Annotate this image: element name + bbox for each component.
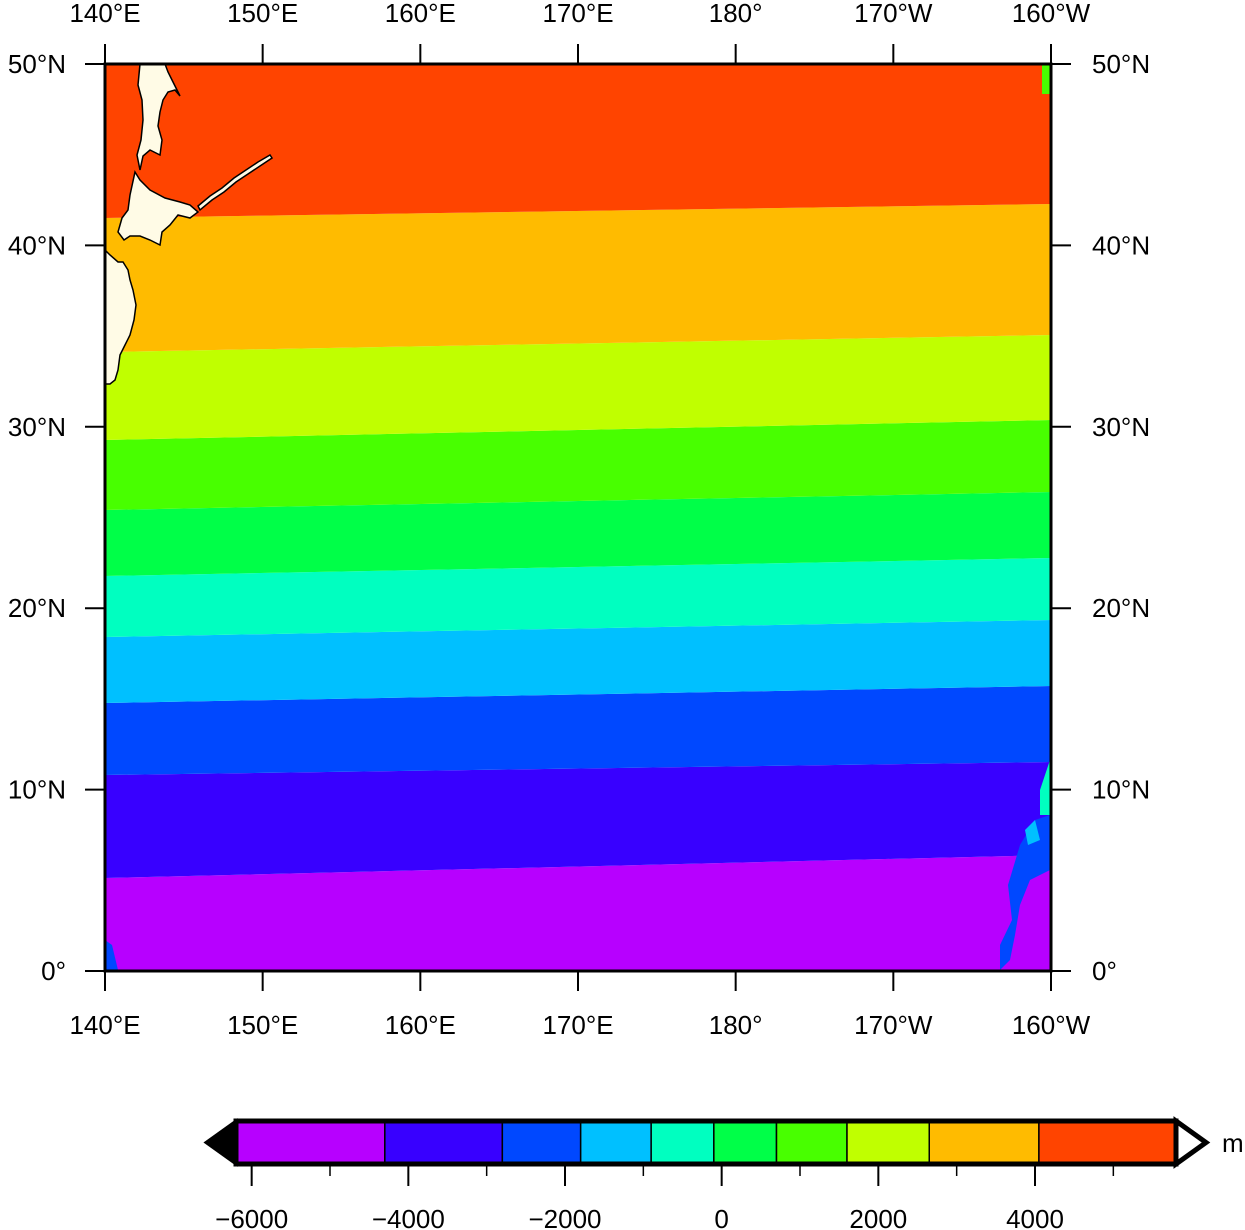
colorbar-swatch xyxy=(713,1120,778,1165)
sakhalin-island xyxy=(136,63,181,171)
colorbar-swatch xyxy=(1038,1120,1177,1165)
colorbar-swatch xyxy=(846,1120,930,1165)
contour-band xyxy=(105,335,1051,440)
map-axes: 140°E 140°E 150°E 150°E 160°E 160°E 170°E 170°E… xyxy=(8,0,1150,1040)
lon-label-top: 170°W xyxy=(854,0,933,28)
east-edge-ridge-crest xyxy=(1040,760,1050,815)
lat-label-right: 50°N xyxy=(1092,49,1150,79)
contour-band xyxy=(105,762,1051,878)
lon-label-bottom: 140°E xyxy=(69,1010,140,1040)
colorbar-unit-label: m xyxy=(1222,1128,1244,1158)
colorbar-tick-label: −4000 xyxy=(372,1204,445,1230)
contour-band xyxy=(105,686,1051,775)
northeast-corner-patch xyxy=(1042,64,1051,94)
lon-label-bottom: 170°E xyxy=(542,1010,613,1040)
kuril-islands xyxy=(197,153,274,212)
colorbar-frame xyxy=(233,1118,1179,1167)
colorbar-tick-label: 4000 xyxy=(1006,1204,1064,1230)
colorbar-swatch xyxy=(501,1120,582,1165)
east-edge-features xyxy=(105,64,1051,970)
contour-band xyxy=(105,855,1051,971)
lat-label-left: 20°N xyxy=(8,593,66,623)
lon-label-top: 150°E xyxy=(227,0,298,28)
colorbar-under-triangle xyxy=(203,1118,238,1167)
colorbar-tick-label: −6000 xyxy=(215,1204,288,1230)
lat-label-right: 40°N xyxy=(1092,230,1150,260)
lon-label-top: 140°E xyxy=(69,0,140,28)
lon-label-top: 180° xyxy=(709,0,763,28)
contour-band xyxy=(105,492,1051,576)
east-edge-ridge xyxy=(1000,815,1050,970)
east-edge-seamount xyxy=(1025,820,1040,845)
lat-label-left: 10°N xyxy=(8,775,66,805)
lat-label-right: 0° xyxy=(1092,956,1117,986)
land xyxy=(104,63,274,385)
colorbar-swatch xyxy=(579,1120,652,1165)
colorbar-swatch xyxy=(775,1120,848,1165)
colorbar-swatch xyxy=(235,1120,386,1165)
hokkaido-island xyxy=(117,170,200,247)
lon-label-bottom: 160°E xyxy=(385,1010,456,1040)
colorbar-tick-label: −2000 xyxy=(528,1204,601,1230)
southwest-corner-patch xyxy=(105,940,118,970)
colorbar-tick-label: 2000 xyxy=(849,1204,907,1230)
contour-bands xyxy=(105,64,1051,971)
colorbar-swatch xyxy=(384,1120,504,1165)
colorbar-tick-label: 0 xyxy=(714,1204,728,1230)
colorbar-swatch xyxy=(928,1120,1040,1165)
contour-band xyxy=(105,620,1051,703)
lat-label-right: 10°N xyxy=(1092,775,1150,805)
lon-label-bottom: 150°E xyxy=(227,1010,298,1040)
lat-label-left: 30°N xyxy=(8,412,66,442)
contour-band xyxy=(105,420,1051,510)
lat-label-left: 0° xyxy=(41,956,66,986)
contour-band xyxy=(105,204,1051,352)
contour-band xyxy=(105,64,1051,218)
lon-label-bottom: 160°W xyxy=(1012,1010,1091,1040)
lat-label-right: 20°N xyxy=(1092,593,1150,623)
colorbar: −6000 −4000 −2000 0 2000 4000 xyxy=(203,1116,1211,1230)
lat-label-right: 30°N xyxy=(1092,412,1150,442)
colorbar-swatch xyxy=(650,1120,715,1165)
lon-label-top: 160°E xyxy=(385,0,456,28)
contour-band xyxy=(105,558,1051,637)
lat-label-left: 40°N xyxy=(8,230,66,260)
lon-label-bottom: 170°W xyxy=(854,1010,933,1040)
honshu-island xyxy=(104,248,137,385)
colorbar-over-triangle xyxy=(1173,1116,1211,1169)
lat-label-left: 50°N xyxy=(8,49,66,79)
lon-label-bottom: 180° xyxy=(709,1010,763,1040)
lon-label-top: 160°W xyxy=(1012,0,1091,28)
lon-label-top: 170°E xyxy=(542,0,613,28)
